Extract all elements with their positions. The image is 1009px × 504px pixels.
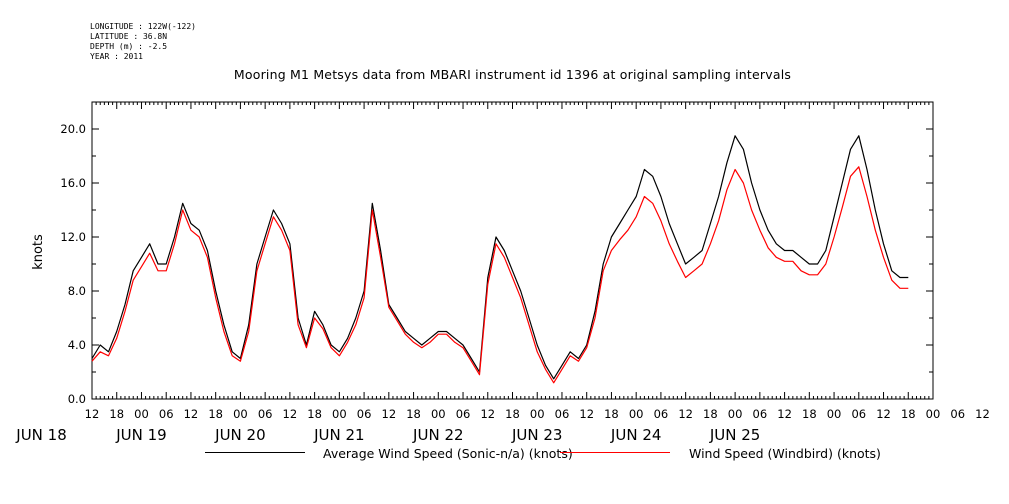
x-tick-label: 12: [283, 407, 298, 421]
x-tick-label: 06: [950, 407, 965, 421]
x-tick-label: 00: [926, 407, 941, 421]
x-tick-label: 18: [901, 407, 916, 421]
date-label: JUN 24: [610, 426, 661, 444]
date-label: JUN 23: [511, 426, 562, 444]
x-tick-label: 12: [85, 407, 100, 421]
x-tick-label: 12: [480, 407, 495, 421]
longitude-text: LONGITUDE : 122W(-122): [90, 22, 196, 31]
x-tick-label: 06: [851, 407, 866, 421]
legend-label-windbird: Wind Speed (Windbird) (knots): [689, 446, 881, 461]
x-tick-label: 00: [233, 407, 248, 421]
series-line-average-wind-speed: [91, 135, 909, 380]
y-tick-label: 12.0: [60, 230, 86, 244]
x-tick-label: 12: [184, 407, 199, 421]
x-tick-label: 06: [654, 407, 669, 421]
legend-swatch-average-wind: [205, 452, 305, 453]
series-line-windbird-speed: [91, 166, 909, 384]
x-tick-label: 12: [678, 407, 693, 421]
x-tick-label: 12: [579, 407, 594, 421]
x-tick-label: 06: [357, 407, 372, 421]
y-tick-label: 0.0: [68, 392, 86, 406]
latitude-text: LATITUDE : 36.8N: [90, 32, 168, 41]
x-tick-label: 18: [505, 407, 520, 421]
date-label: JUN 21: [313, 426, 364, 444]
date-label: JUN 25: [709, 426, 760, 444]
x-tick-label: 00: [629, 407, 644, 421]
x-tick-label: 06: [555, 407, 570, 421]
y-tick-label: 4.0: [68, 338, 86, 352]
x-tick-label: 18: [802, 407, 817, 421]
y-tick-label: 8.0: [68, 284, 86, 298]
legend-swatch-windbird: [560, 452, 670, 453]
x-tick-label: 18: [109, 407, 124, 421]
x-tick-label: 18: [604, 407, 619, 421]
x-tick-label: 06: [159, 407, 174, 421]
x-tick-label: 18: [703, 407, 718, 421]
y-axis-label: knots: [31, 234, 46, 270]
x-tick-label: 06: [456, 407, 471, 421]
y-tick-label: 20.0: [60, 122, 86, 136]
x-tick-label: 12: [876, 407, 891, 421]
x-tick-label: 00: [431, 407, 446, 421]
date-label: JUN 22: [412, 426, 463, 444]
legend-label-average-wind: Average Wind Speed (Sonic-n/a) (knots): [323, 446, 573, 461]
x-tick-label: 18: [307, 407, 322, 421]
x-tick-label: 12: [777, 407, 792, 421]
date-label: JUN 18: [15, 426, 66, 444]
x-tick-label: 06: [258, 407, 273, 421]
year-text: YEAR : 2011: [90, 52, 143, 61]
x-tick-label: 00: [332, 407, 347, 421]
x-tick-label: 00: [728, 407, 743, 421]
chart-title: Mooring M1 Metsys data from MBARI instru…: [233, 67, 792, 82]
x-tick-label: 00: [134, 407, 149, 421]
x-tick-label: 18: [406, 407, 421, 421]
x-tick-label: 00: [530, 407, 545, 421]
x-tick-label: 18: [208, 407, 223, 421]
x-tick-label: 12: [382, 407, 397, 421]
depth-text: DEPTH (m) : -2.5: [90, 42, 168, 51]
metadata-block: LONGITUDE : 122W(-122) LATITUDE : 36.8N …: [90, 22, 196, 62]
date-label: JUN 19: [115, 426, 166, 444]
plot-frame: [91, 101, 934, 400]
x-tick-label: 12: [975, 407, 990, 421]
x-tick-label: 06: [753, 407, 768, 421]
y-tick-label: 16.0: [60, 176, 86, 190]
date-label: JUN 20: [214, 426, 265, 444]
x-tick-label: 00: [827, 407, 842, 421]
